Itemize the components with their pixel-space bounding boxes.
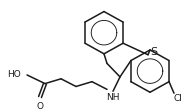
Text: Cl: Cl	[174, 94, 183, 103]
Text: HO: HO	[7, 70, 21, 79]
Text: O: O	[36, 102, 43, 111]
Text: S: S	[150, 47, 157, 57]
Text: NH: NH	[106, 93, 120, 102]
